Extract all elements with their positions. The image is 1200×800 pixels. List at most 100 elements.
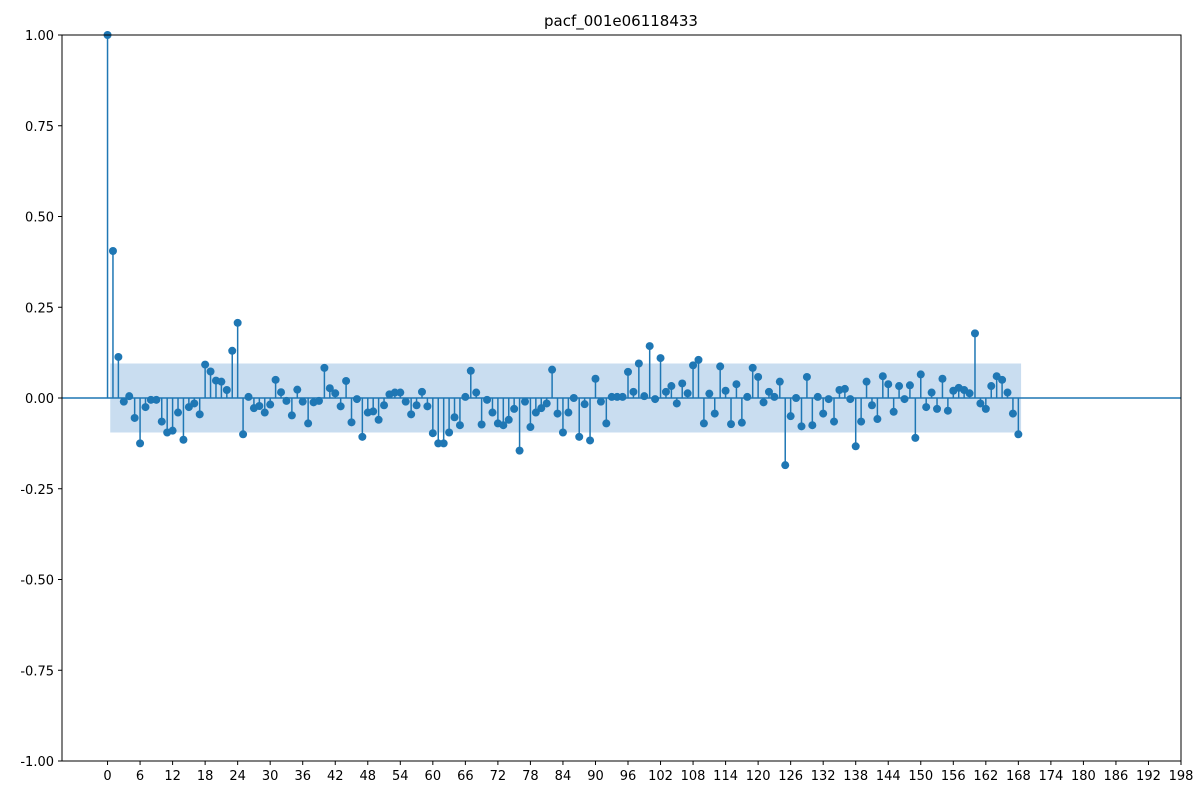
stem-marker: [943, 406, 952, 415]
stem-marker: [716, 362, 725, 371]
stem-marker: [743, 392, 752, 401]
stem-marker: [640, 392, 649, 401]
stem-marker: [190, 399, 199, 408]
stem-marker: [461, 392, 470, 401]
stem-marker: [531, 408, 540, 417]
stem-marker: [770, 392, 779, 401]
stem-marker: [819, 409, 828, 418]
stem-marker: [325, 384, 334, 393]
stem-marker: [916, 370, 925, 379]
stem-marker: [922, 403, 931, 412]
x-tick-label: 198: [1169, 769, 1194, 784]
stem-marker: [455, 421, 464, 430]
stem-marker: [694, 355, 703, 364]
stem-marker: [136, 439, 145, 448]
stem-marker: [813, 392, 822, 401]
stem-layer: [62, 31, 1181, 470]
stem-marker: [401, 397, 410, 406]
stem-marker: [450, 413, 459, 422]
stem-marker: [981, 404, 990, 413]
stem-marker: [548, 365, 557, 374]
x-tick-label: 6: [136, 769, 144, 784]
stem-marker: [412, 401, 421, 410]
stem-marker: [1003, 388, 1012, 397]
stem-marker: [683, 389, 692, 398]
stem-marker: [596, 397, 605, 406]
stem-marker: [830, 417, 839, 426]
stem-marker: [157, 417, 166, 426]
stem-marker: [558, 428, 567, 437]
x-tick-label: 138: [843, 769, 868, 784]
stem-marker: [347, 418, 356, 427]
x-tick-label: 12: [164, 769, 181, 784]
stem-marker: [808, 421, 817, 430]
stem-marker: [905, 381, 914, 390]
stem-marker: [108, 246, 117, 255]
stem-marker: [781, 461, 790, 470]
stem-marker: [840, 384, 849, 393]
stem-marker: [553, 409, 562, 418]
x-tick-label: 150: [908, 769, 933, 784]
stem-marker: [976, 399, 985, 408]
stem-marker: [114, 352, 123, 361]
y-tick-label: 1.00: [25, 29, 54, 44]
stem-marker: [515, 446, 524, 455]
stem-marker: [195, 410, 204, 419]
stem-marker: [320, 363, 329, 372]
stem-marker: [266, 400, 275, 409]
x-tick-label: 72: [490, 769, 507, 784]
y-tick-label: 0.25: [25, 301, 54, 316]
x-tick-label: 78: [522, 769, 539, 784]
stem-marker: [998, 375, 1007, 384]
stem-marker: [759, 398, 768, 407]
x-tick-label: 54: [392, 769, 409, 784]
stem-marker: [705, 389, 714, 398]
x-tick-label: 192: [1136, 769, 1161, 784]
stem-marker: [179, 435, 188, 444]
x-tick-label: 42: [327, 769, 344, 784]
stem-marker: [542, 399, 551, 408]
stem-marker: [895, 382, 904, 391]
stem-marker: [336, 402, 345, 411]
stem-marker: [352, 395, 361, 404]
stem-marker: [754, 372, 763, 381]
stem-marker: [710, 409, 719, 418]
stem-marker: [233, 318, 242, 327]
stem-marker: [152, 395, 161, 404]
stem-marker: [721, 386, 730, 395]
stem-marker: [499, 421, 508, 430]
stem-marker: [472, 388, 481, 397]
stem-marker: [314, 396, 323, 405]
stem-marker: [119, 397, 128, 406]
stem-marker: [661, 387, 670, 396]
stem-marker: [504, 415, 513, 424]
x-tick-label: 132: [811, 769, 836, 784]
stem-marker: [483, 395, 492, 404]
x-tick-label: 156: [941, 769, 966, 784]
stem-marker: [965, 389, 974, 398]
chart-title: pacf_001e06118433: [544, 12, 698, 31]
stem-marker: [520, 397, 529, 406]
stem-marker: [846, 395, 855, 404]
x-tick-label: 120: [746, 769, 771, 784]
stem-marker: [618, 392, 627, 401]
stem-marker: [174, 408, 183, 417]
stem-marker: [374, 415, 383, 424]
stem-marker: [510, 404, 519, 413]
x-tick-label: 24: [229, 769, 246, 784]
x-tick-label: 102: [648, 769, 673, 784]
stem-marker: [786, 412, 795, 421]
y-tick-label: -0.25: [20, 483, 54, 498]
stem-marker: [667, 382, 676, 391]
stem-marker: [764, 387, 773, 396]
stem-marker: [304, 419, 313, 428]
x-tick-label: 186: [1104, 769, 1129, 784]
y-tick-label: -1.00: [20, 755, 54, 770]
stem-marker: [792, 394, 801, 402]
stem-marker: [624, 367, 633, 376]
stem-marker: [927, 388, 936, 397]
x-tick-label: 96: [620, 769, 637, 784]
x-tick-label: 114: [713, 769, 738, 784]
stem-marker: [407, 410, 416, 419]
